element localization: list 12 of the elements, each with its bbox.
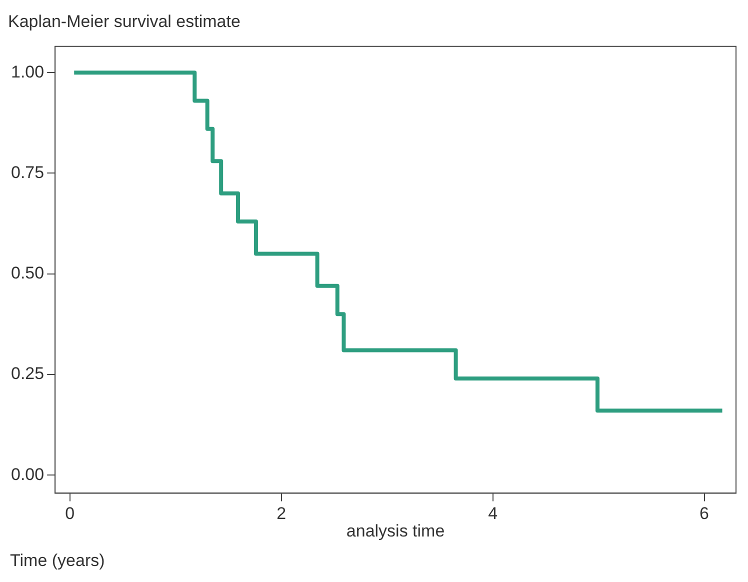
y-tick-label: 0.50: [10, 264, 44, 283]
y-tick-label: 0.00: [10, 464, 44, 484]
y-tick-label: 0.75: [10, 162, 44, 182]
x-tick-label: 6: [700, 504, 710, 524]
x-tick-label: 2: [276, 504, 286, 524]
text: Time (years): [10, 551, 105, 570]
y-tick-label: 1.00: [10, 62, 44, 82]
chart-title: Kaplan-Meier survival estimate: [8, 12, 240, 31]
x-axis-title: analysis time: [346, 521, 445, 540]
x-tick-label: 0: [65, 504, 75, 524]
y-tick-label: 0.25: [10, 364, 44, 384]
x-tick-label: 4: [488, 504, 498, 524]
